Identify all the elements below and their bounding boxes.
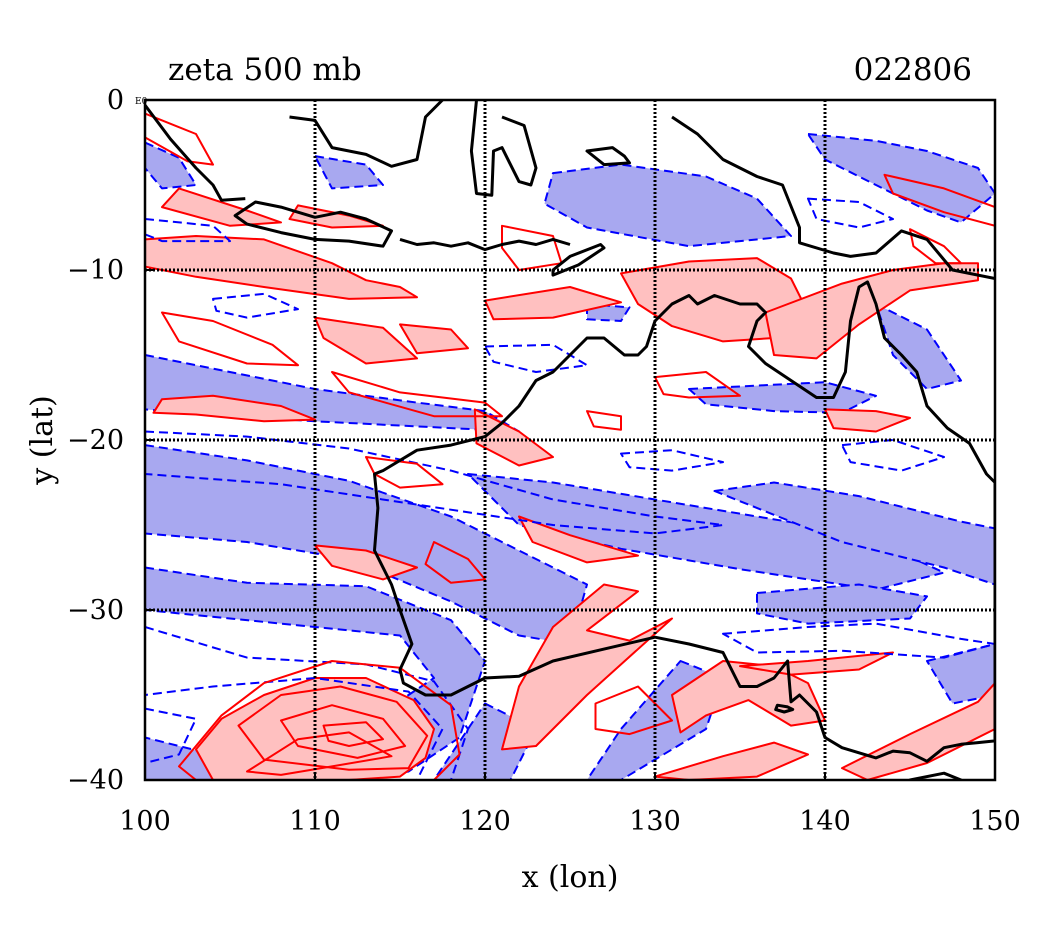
positive-contour-15	[246, 731, 393, 776]
positive-contour-7	[586, 410, 622, 431]
negative-region-5	[756, 583, 928, 625]
positive-contour-0	[161, 311, 299, 367]
positive-region-17	[824, 408, 911, 433]
positive-region-14	[654, 741, 809, 780]
positive-region-5	[484, 286, 622, 321]
negative-contour-0	[145, 430, 724, 535]
positive-region-1	[161, 187, 282, 227]
grid-lines	[145, 100, 995, 780]
negative-region-1	[145, 444, 588, 645]
coastlines	[145, 100, 995, 780]
corner-label: E0	[135, 97, 148, 107]
y-tick-label-0: 0	[107, 85, 124, 116]
coastline-sumatra	[145, 104, 246, 202]
negative-contour-2	[145, 707, 197, 764]
coastline-kangaroo-island	[774, 703, 795, 714]
x-tick-label-100: 100	[119, 806, 171, 837]
positive-contour-12	[237, 685, 429, 771]
coastline-moluccas	[585, 146, 631, 167]
positive-region-7	[764, 262, 979, 360]
y-tick-label-m20: −20	[67, 425, 124, 456]
y-axis-ticks: 0 −10 −20 −30 −40	[67, 85, 153, 796]
negative-region-8	[145, 141, 197, 190]
coastline-sulawesi-south	[469, 100, 538, 197]
positive-region-13	[671, 660, 826, 734]
coastline-tasmania	[908, 771, 963, 780]
positive-region-16	[739, 651, 894, 676]
positive-region-9	[152, 394, 316, 423]
negative-contour-8	[212, 292, 299, 319]
y-axis-label: y (lat)	[25, 395, 60, 485]
x-axis-label: x (lon)	[522, 860, 619, 895]
positive-region-11	[518, 515, 639, 564]
y-tick-label-m10: −10	[67, 255, 124, 286]
positive-contour-9	[883, 173, 995, 227]
coastline-new-guinea	[671, 115, 995, 280]
positive-contour-2	[365, 456, 444, 489]
negative-contour-4	[807, 197, 894, 229]
coastline-timor	[551, 243, 606, 277]
positive-contour-4	[654, 371, 741, 399]
coastline-lesser-sunda	[399, 237, 571, 252]
positive-contour-3	[424, 541, 486, 584]
positive-vorticity-contours	[145, 112, 995, 780]
coastline-borneo-south	[289, 100, 444, 168]
positive-contour-5	[594, 685, 673, 736]
x-axis-ticks: 100 110 120 130 140 150	[119, 772, 1021, 837]
positive-region-12	[501, 583, 673, 751]
positive-region-0	[145, 235, 418, 300]
positive-contour-13	[280, 704, 407, 759]
positive-region-3	[314, 316, 418, 365]
positive-region-10	[314, 544, 418, 581]
x-tick-label-140: 140	[799, 806, 851, 837]
negative-region-6	[543, 163, 792, 248]
negative-region-4	[713, 481, 995, 586]
coastline-java	[233, 200, 393, 248]
chart-date-label: 022806	[854, 52, 972, 88]
negative-contour-7	[841, 439, 945, 472]
negative-contour-5	[484, 343, 588, 373]
positive-contour-1	[331, 371, 503, 418]
negative-contour-6	[620, 449, 724, 472]
negative-region-9	[314, 155, 384, 190]
x-tick-label-120: 120	[459, 806, 511, 837]
negative-region-7	[688, 381, 877, 414]
y-tick-label-m30: −30	[67, 595, 124, 626]
x-tick-label-110: 110	[289, 806, 341, 837]
coastline-australia	[373, 280, 995, 763]
negative-region-11	[875, 303, 962, 390]
positive-region-4	[399, 323, 469, 355]
negative-contour-9	[145, 218, 231, 243]
y-tick-label-m40: −40	[67, 765, 124, 796]
x-tick-label-130: 130	[629, 806, 681, 837]
positive-region-2	[288, 204, 384, 229]
positive-contour-10	[145, 112, 214, 166]
positive-contour-11	[178, 660, 461, 780]
plot-area	[145, 100, 995, 780]
chart-title: zeta 500 mb	[168, 52, 362, 88]
x-tick-label-150: 150	[969, 806, 1021, 837]
